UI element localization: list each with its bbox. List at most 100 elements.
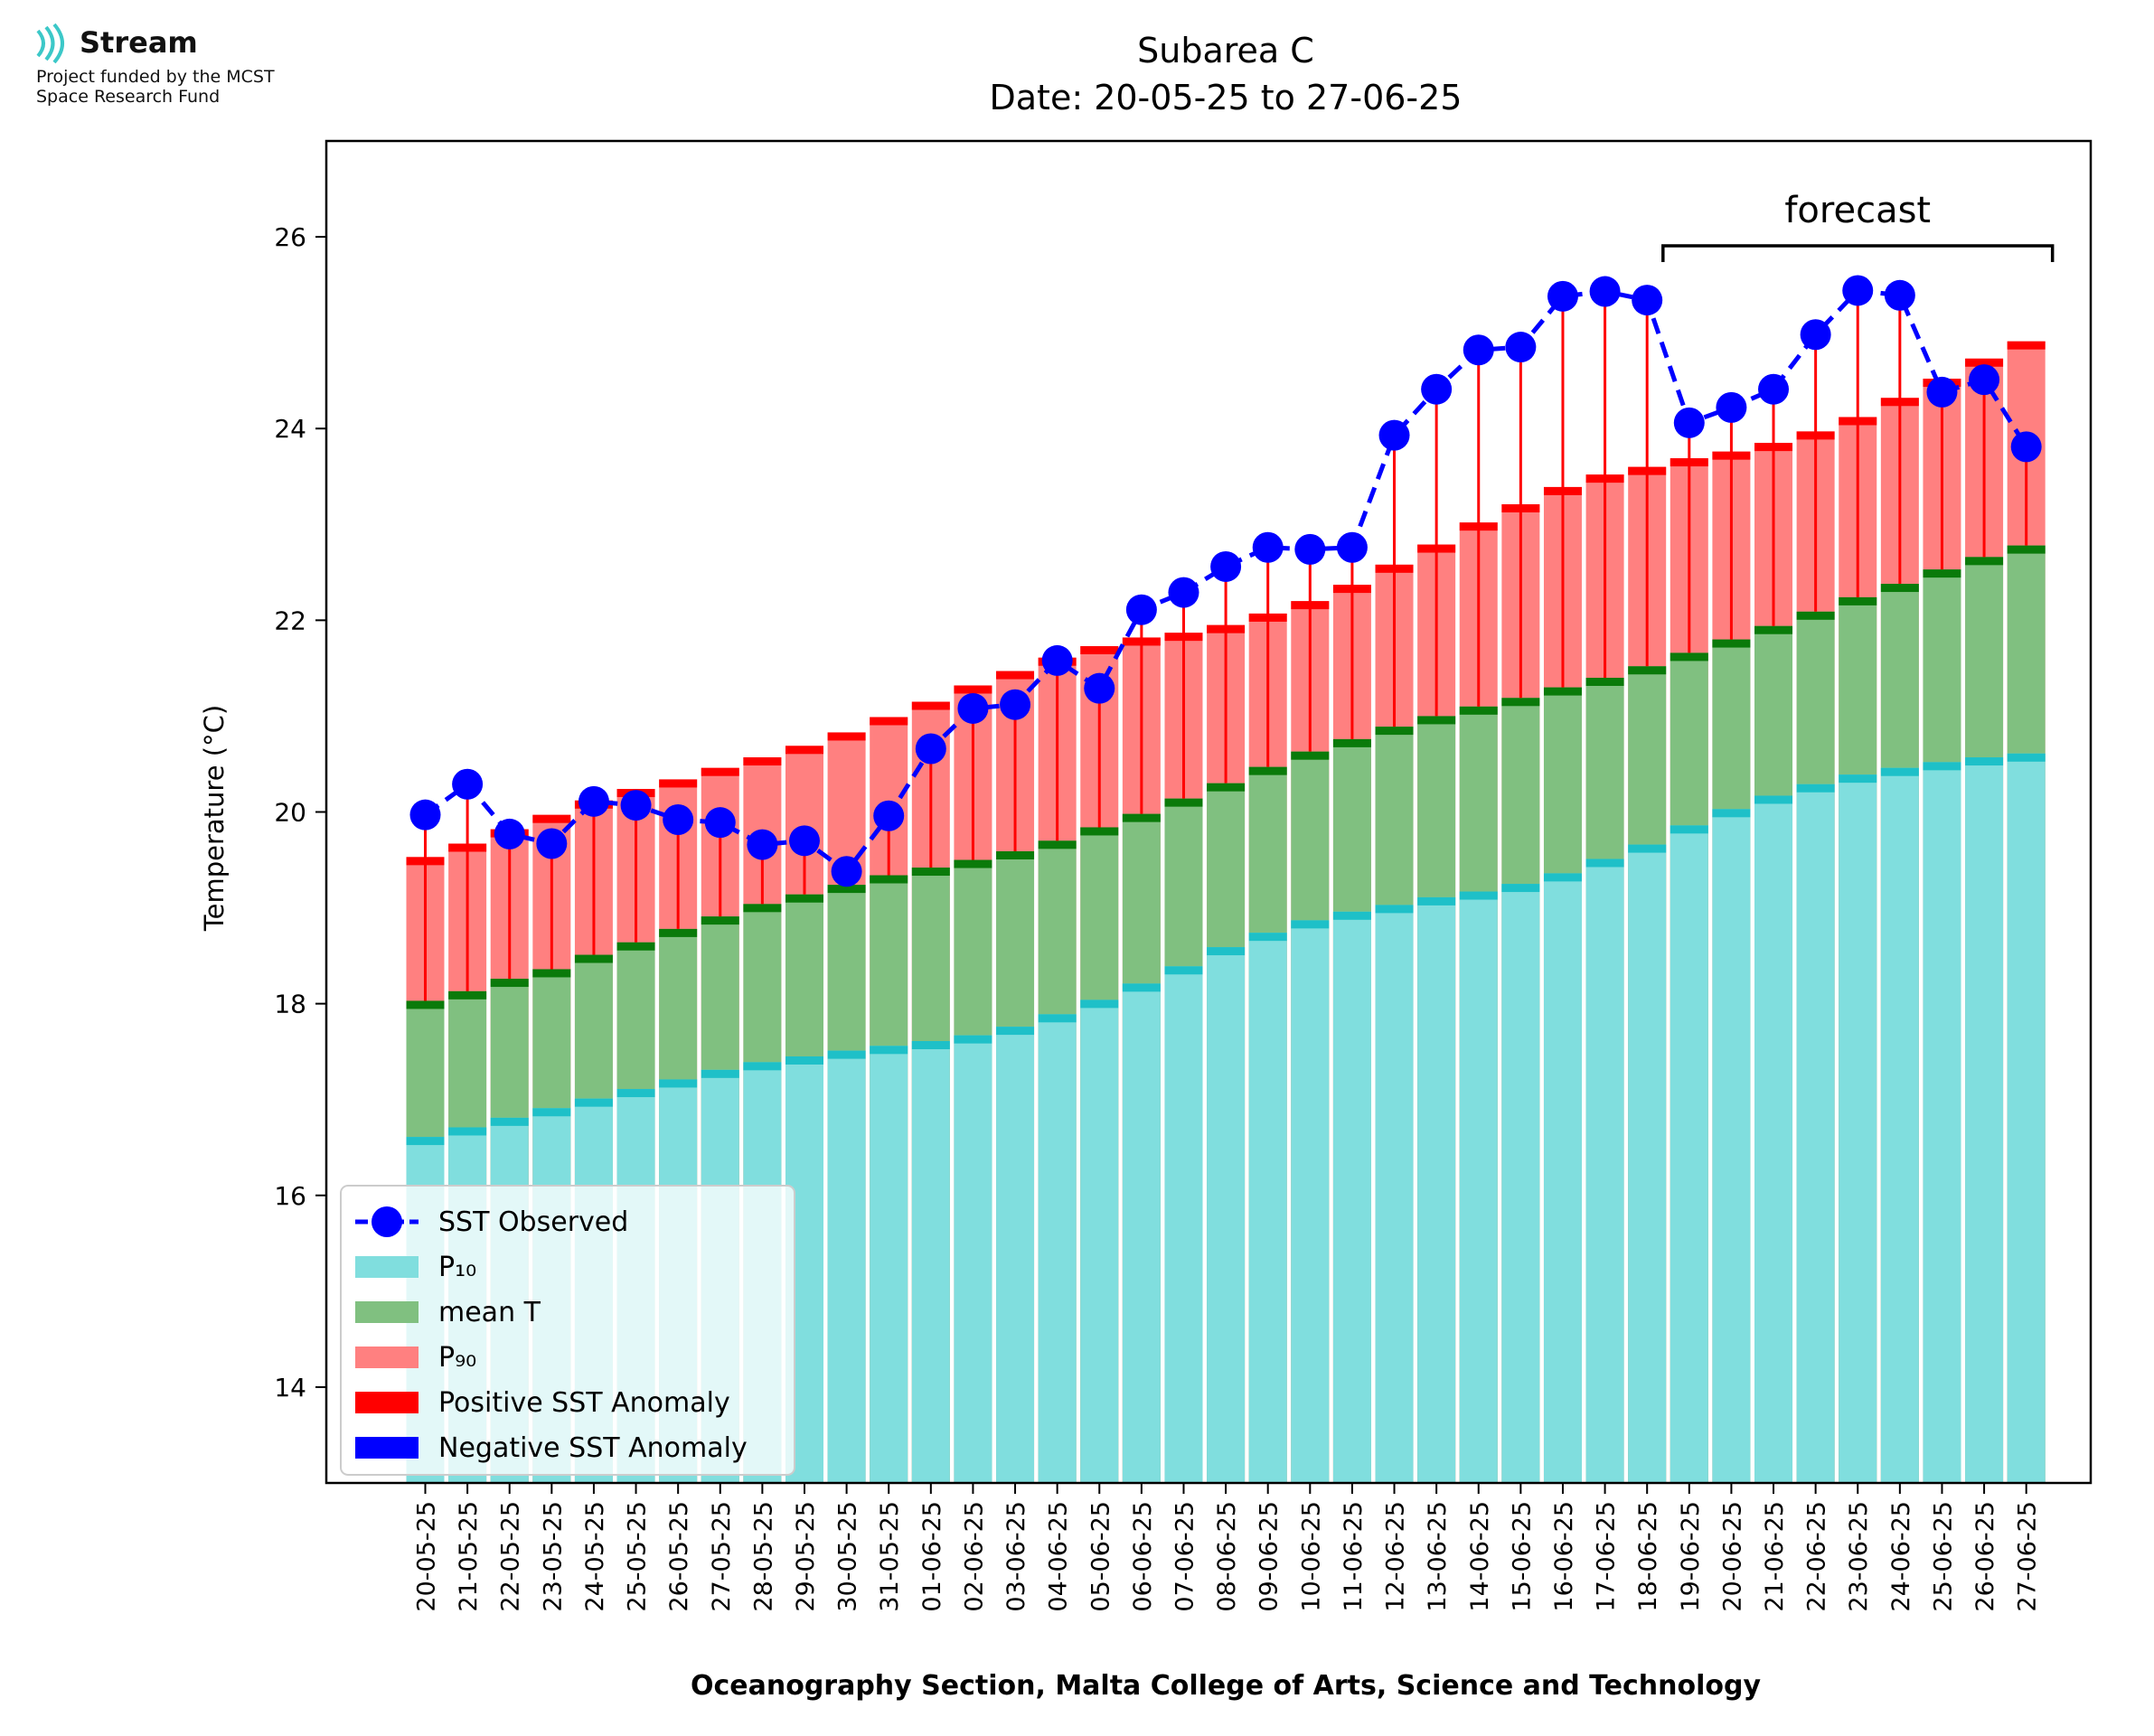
legend-swatch <box>355 1437 419 1459</box>
legend-swatch <box>355 1301 419 1323</box>
p10-cap <box>911 1041 950 1050</box>
legend-label: SST Observed <box>438 1206 628 1238</box>
sst-observed-point <box>788 825 820 857</box>
sst-observed-point <box>663 803 694 835</box>
p10-bar <box>1207 947 1246 1483</box>
p90-cap <box>1965 358 2004 367</box>
legend: SST Observed P₁₀ mean T P₉₀ Positive SST Ano… <box>340 1185 795 1476</box>
p10-cap <box>1038 1014 1077 1023</box>
sst-observed-point <box>1632 285 1663 316</box>
x-tick-label: 21-05-25 <box>455 1501 483 1612</box>
sst-observed-point <box>1842 275 1874 306</box>
x-tick-label: 28-05-25 <box>749 1501 777 1612</box>
p10-bar <box>870 1046 908 1483</box>
sst-observed-point <box>831 856 862 887</box>
x-tick-label: 13-06-25 <box>1424 1501 1452 1612</box>
logo-line-1: Project funded by the MCST <box>36 67 275 87</box>
mean-cap <box>954 859 992 868</box>
mean-cap <box>1670 652 1708 662</box>
mean-cap <box>1375 727 1414 736</box>
y-tick-label: 26 <box>274 222 306 252</box>
legend-label: P₁₀ <box>438 1252 476 1283</box>
mean-cap <box>1754 625 1793 634</box>
p10-bar <box>1585 859 1624 1483</box>
p10-bar <box>911 1041 950 1483</box>
x-tick-label: 25-05-25 <box>624 1501 652 1612</box>
p10-cap <box>870 1046 908 1055</box>
mean-cap <box>532 969 571 978</box>
p10-bar <box>1965 757 2004 1483</box>
sst-observed-point <box>1378 419 1410 451</box>
mean-cap <box>785 894 823 903</box>
sst-observed-point <box>494 818 525 849</box>
x-tick-label: 20-06-25 <box>1718 1501 1746 1612</box>
p10-bar <box>1712 809 1751 1483</box>
p10-cap <box>827 1050 866 1059</box>
sst-observed-point <box>704 807 736 839</box>
sst-observed-point <box>1884 279 1915 311</box>
logo-name: Stream <box>80 25 198 60</box>
mean-cap <box>911 868 950 877</box>
x-tick-label: 26-05-25 <box>665 1501 693 1612</box>
p10-bar <box>1754 795 1793 1483</box>
p10-cap <box>785 1056 823 1065</box>
p90-cap <box>743 757 782 766</box>
p10-bar <box>1796 784 1835 1483</box>
mean-cap <box>1628 666 1667 675</box>
p10-bar <box>1164 966 1203 1483</box>
x-tick-label: 23-05-25 <box>539 1501 567 1612</box>
sst-observed-point <box>957 692 989 724</box>
mean-cap <box>1038 840 1077 849</box>
sst-observed-point <box>620 790 652 821</box>
sst-observed-point <box>1421 373 1453 405</box>
legend-swatch <box>355 1392 419 1413</box>
p90-cap <box>827 732 866 741</box>
x-tick-label: 04-06-25 <box>1045 1501 1073 1612</box>
legend-swatch <box>355 1347 419 1368</box>
y-tick-label: 20 <box>274 798 306 828</box>
x-tick-label: 20-05-25 <box>413 1501 441 1612</box>
p10-cap <box>1923 762 1961 771</box>
sst-observed-point <box>1000 689 1031 720</box>
mean-cap <box>1839 596 1877 605</box>
p10-cap <box>1501 884 1540 893</box>
sst-observed-point <box>1294 533 1326 565</box>
sst-observed-point <box>452 768 484 800</box>
mean-cap <box>1417 716 1456 725</box>
mean-cap <box>1585 678 1624 686</box>
mean-cap <box>2007 545 2046 554</box>
sst-observed-point <box>1673 407 1705 438</box>
p10-cap <box>1796 784 1835 793</box>
mean-cap <box>1965 557 2004 566</box>
sst-observed-point <box>1463 334 1494 366</box>
mean-cap <box>1332 738 1371 747</box>
p10-cap <box>701 1069 739 1078</box>
sst-observed-point <box>1084 672 1115 704</box>
p10-cap <box>1080 999 1119 1009</box>
p10-cap <box>1417 896 1456 906</box>
p90-cap <box>870 717 908 726</box>
p10-bar <box>1839 774 1877 1483</box>
p10-bar <box>1670 825 1708 1483</box>
p10-bar <box>1080 999 1119 1483</box>
mean-cap <box>1923 569 1961 578</box>
mean-cap <box>1122 813 1161 822</box>
mean-cap <box>701 916 739 925</box>
sst-observed-point <box>915 733 946 765</box>
p10-bar <box>1628 844 1667 1483</box>
x-tick-label: 09-06-25 <box>1256 1501 1284 1612</box>
x-tick-label: 14-06-25 <box>1466 1501 1494 1612</box>
mean-cap <box>1712 639 1751 648</box>
sst-observed-point <box>747 829 778 860</box>
p10-cap <box>1248 933 1287 942</box>
sst-observed-point <box>1800 319 1831 351</box>
x-tick-label: 15-06-25 <box>1508 1501 1536 1612</box>
x-tick-label: 22-06-25 <box>1803 1501 1831 1612</box>
mean-cap <box>490 979 529 988</box>
sst-observed-point <box>1125 594 1157 625</box>
p10-cap <box>1207 947 1246 956</box>
sst-observed-point <box>873 800 905 831</box>
x-tick-label: 05-06-25 <box>1086 1501 1115 1612</box>
p90-cap <box>532 814 571 823</box>
stream-waves-icon <box>36 23 64 64</box>
